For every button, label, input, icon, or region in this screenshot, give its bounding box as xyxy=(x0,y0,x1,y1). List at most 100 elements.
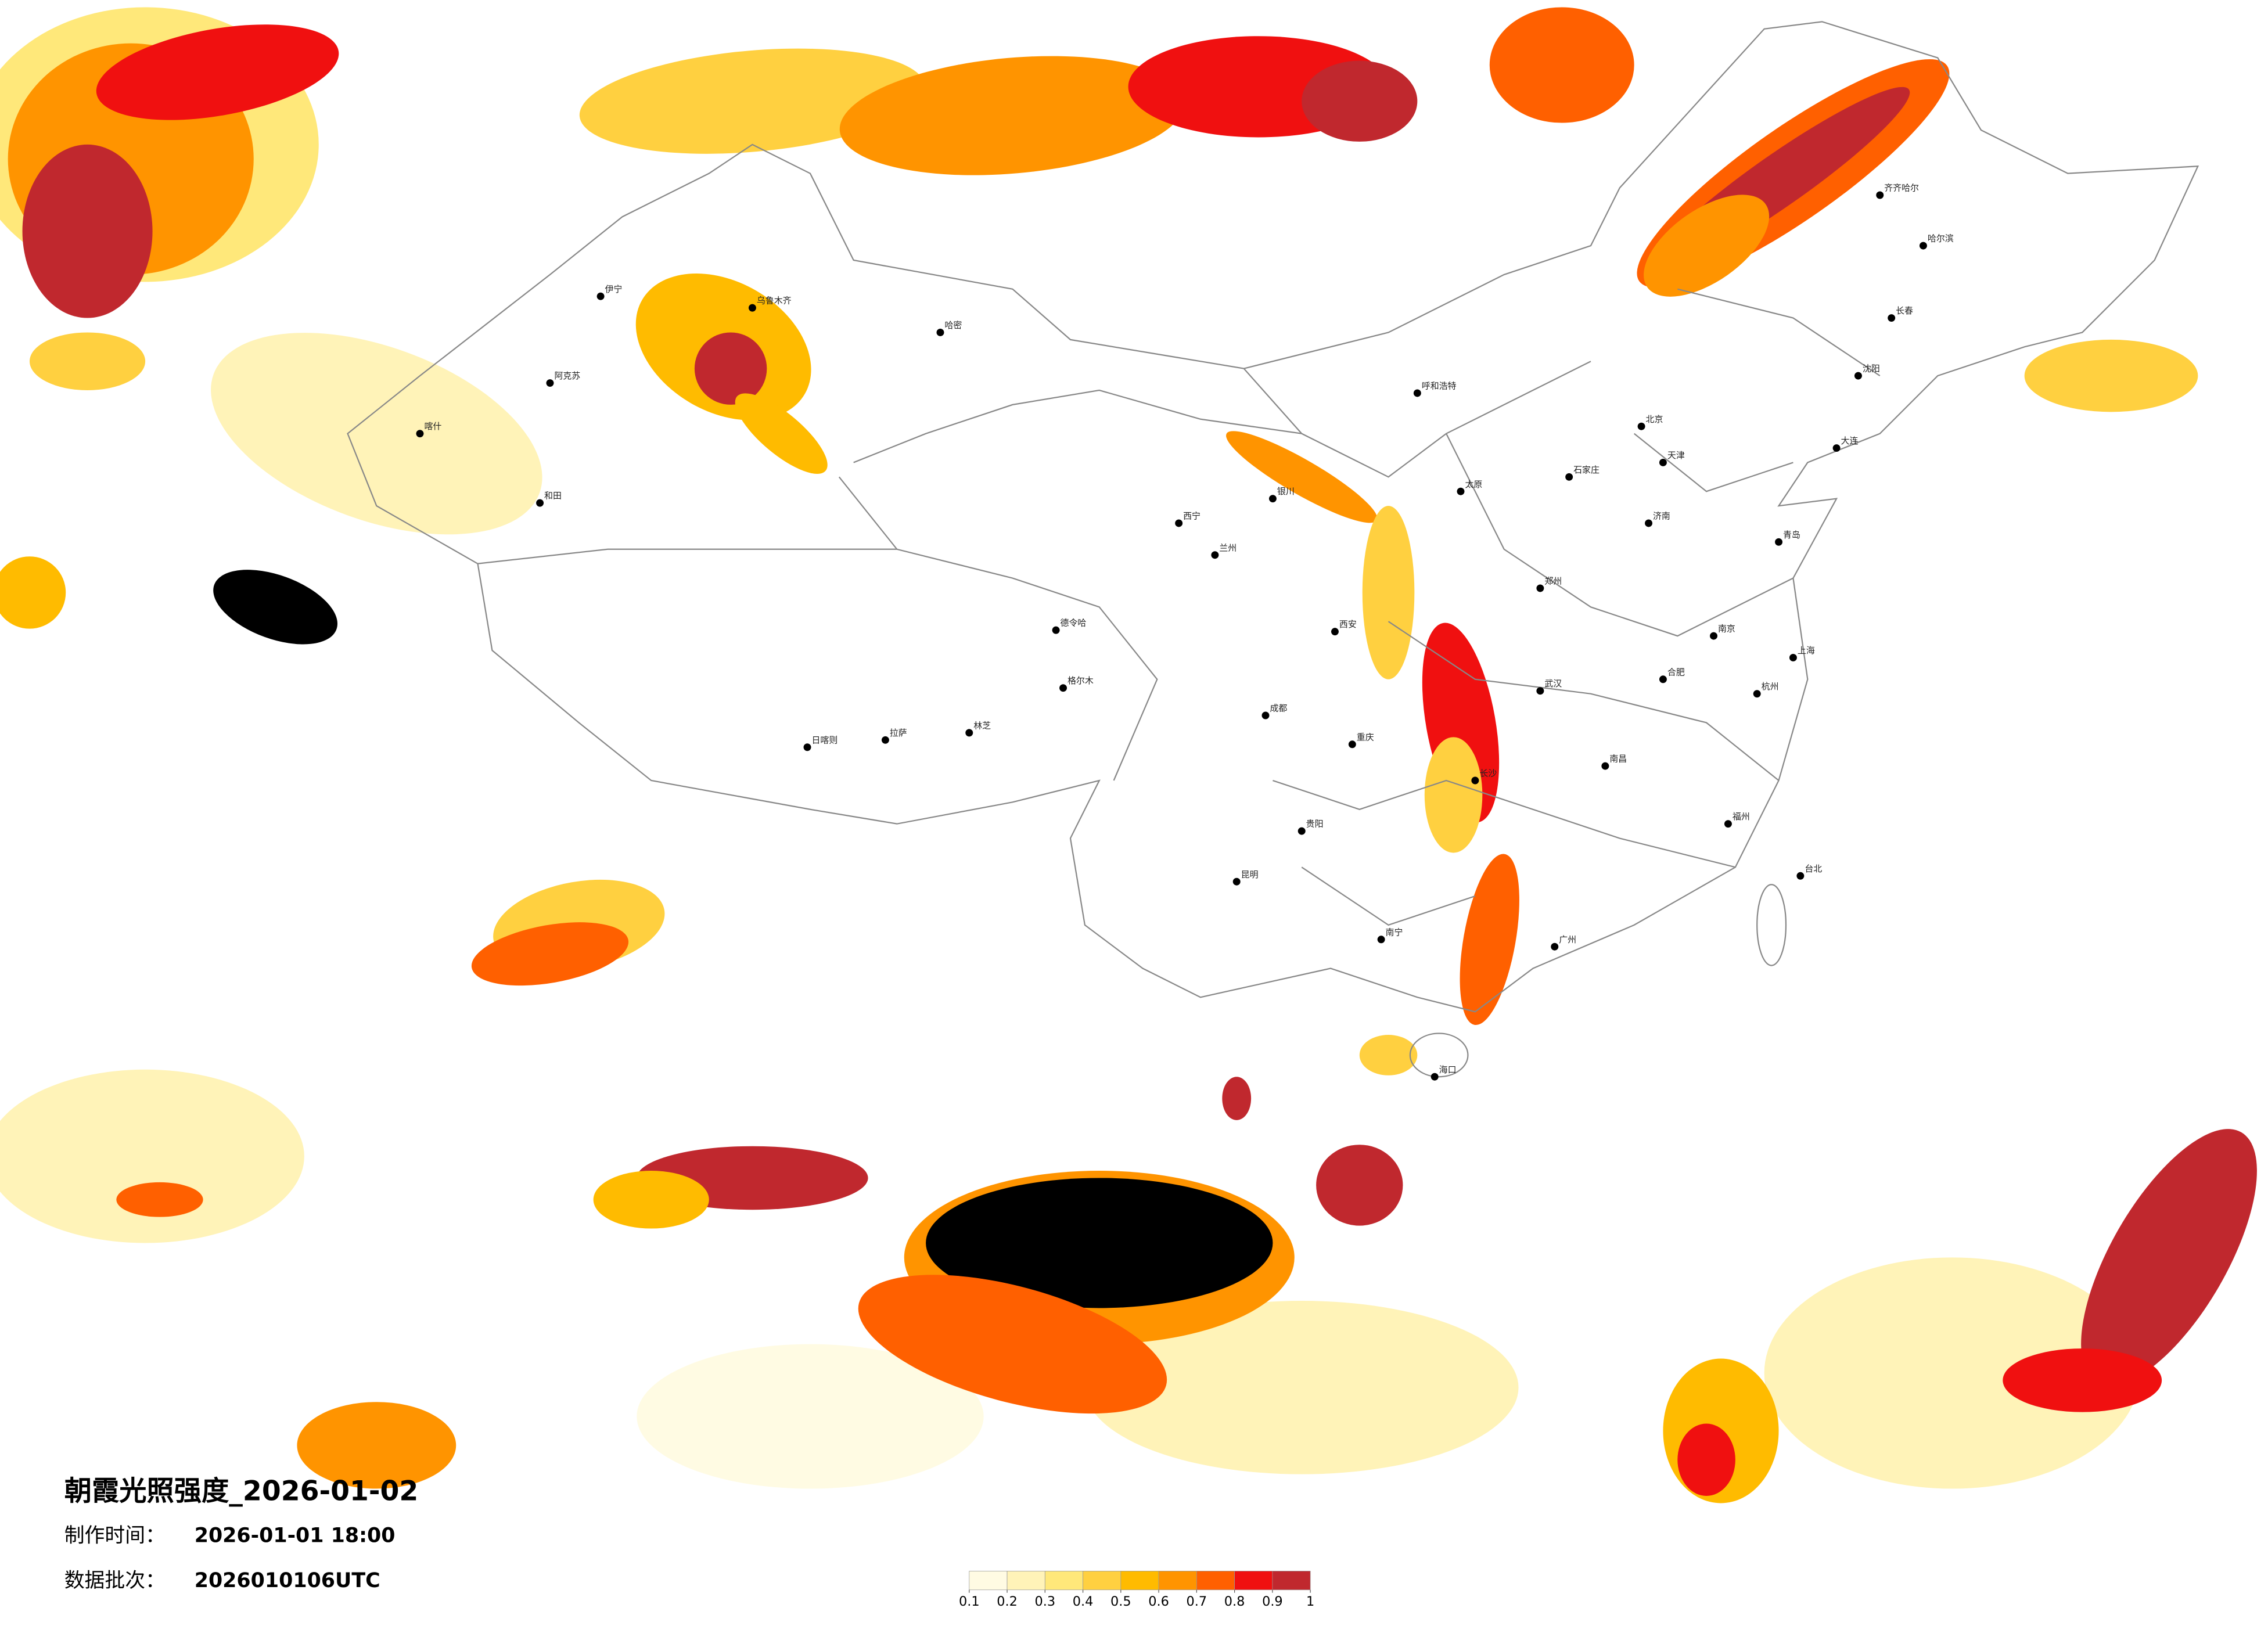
intensity-layer xyxy=(0,7,2257,1503)
intensity-patch xyxy=(735,393,828,474)
intensity-patch xyxy=(593,1171,709,1229)
intensity-patch xyxy=(1362,506,1415,679)
intensity-patch xyxy=(579,48,926,154)
info-label: 数据批次： xyxy=(64,1569,166,1592)
colorbar-swatch xyxy=(1120,1571,1159,1591)
city-dot xyxy=(1536,687,1544,695)
city-dot xyxy=(1659,675,1667,684)
intensity-patch xyxy=(1359,1035,1418,1075)
city-label: 南京 xyxy=(1718,624,1735,634)
city-dot xyxy=(1775,538,1783,546)
city-label: 伊宁 xyxy=(605,284,623,294)
colorbar-tick-label: 0.4 xyxy=(1073,1594,1094,1609)
city-label: 西安 xyxy=(1339,619,1357,629)
city-label: 成都 xyxy=(1270,703,1287,714)
city-label: 哈密 xyxy=(944,320,962,330)
city-label: 台北 xyxy=(1805,864,1822,874)
colorbar-tick-label: 1 xyxy=(1306,1594,1314,1609)
city-label: 德令哈 xyxy=(1061,618,1087,628)
city-label: 沈阳 xyxy=(1863,364,1880,374)
city-dot xyxy=(1471,776,1479,785)
city-label: 乌鲁木齐 xyxy=(757,296,792,306)
city-label: 青岛 xyxy=(1783,530,1800,540)
intensity-patch xyxy=(22,144,153,318)
city-dot xyxy=(1331,628,1339,636)
city-label: 天津 xyxy=(1667,450,1685,461)
colorbar-tick-label: 0.6 xyxy=(1148,1594,1169,1609)
city-dot xyxy=(1413,389,1421,397)
map-title: 朝霞光照强度_2026-01-02 xyxy=(64,1475,419,1507)
city-dot xyxy=(1710,632,1718,640)
city-label: 喀什 xyxy=(424,421,441,431)
colorbar: 0.1 0.2 0.3 0.4 0.5 0.6 0.7 0.8 0.9 1 xyxy=(959,1571,1314,1609)
city-dot xyxy=(1876,191,1884,199)
info-label: 制作时间： xyxy=(64,1524,166,1548)
city-label: 兰州 xyxy=(1219,542,1237,553)
colorbar-swatch xyxy=(1044,1571,1083,1591)
intensity-patch xyxy=(0,556,66,629)
city-dot xyxy=(1637,422,1645,430)
city-label: 呼和浩特 xyxy=(1422,381,1457,391)
intensity-patch xyxy=(116,1182,203,1217)
city-label: 上海 xyxy=(1798,645,1815,656)
intensity-patch xyxy=(1677,1423,1735,1496)
city-label: 银川 xyxy=(1277,486,1295,497)
city-dot xyxy=(596,292,605,300)
country-border xyxy=(347,21,2199,1013)
city-label: 南昌 xyxy=(1609,754,1627,764)
city-dot xyxy=(1175,519,1183,527)
city-dot xyxy=(1059,684,1067,692)
city-dot xyxy=(881,736,889,744)
city-label: 太原 xyxy=(1465,479,1482,490)
city-dot xyxy=(748,304,756,312)
intensity-patch xyxy=(1222,1077,1252,1120)
colorbar-swatch xyxy=(969,1571,1008,1591)
city-label: 济南 xyxy=(1653,511,1670,521)
city-label: 广州 xyxy=(1559,934,1576,945)
colorbar-tick-label: 0.1 xyxy=(959,1594,980,1609)
city-label: 南宁 xyxy=(1386,927,1403,937)
city-dot xyxy=(1796,872,1805,880)
city-label: 海口 xyxy=(1439,1064,1457,1075)
city-label: 哈尔滨 xyxy=(1928,233,1954,244)
province-border xyxy=(477,288,1881,926)
city-label: 福州 xyxy=(1733,811,1750,822)
intensity-patch xyxy=(1424,737,1483,853)
city-dot xyxy=(1377,936,1385,944)
city-dot xyxy=(936,328,944,336)
city-label: 和田 xyxy=(544,491,562,501)
city-label: 石家庄 xyxy=(1573,465,1600,475)
city-label: 杭州 xyxy=(1762,681,1779,692)
city-dot xyxy=(1919,242,1927,250)
city-label: 大连 xyxy=(1841,436,1859,446)
intensity-patch xyxy=(1316,1145,1403,1226)
city-dot xyxy=(1232,877,1241,886)
city-label: 贵阳 xyxy=(1306,819,1324,829)
city-label: 西宁 xyxy=(1183,511,1201,521)
city-dot xyxy=(1551,942,1559,951)
colorbar-tick-label: 0.9 xyxy=(1262,1594,1283,1609)
colorbar-swatch xyxy=(1234,1571,1273,1591)
intensity-patch xyxy=(694,332,767,405)
intensity-patch xyxy=(96,24,339,120)
intensity-patch xyxy=(211,333,542,535)
city-dot xyxy=(1832,444,1841,452)
city-dot xyxy=(1297,827,1306,835)
city-label: 合肥 xyxy=(1667,667,1685,677)
colorbar-swatch xyxy=(1158,1571,1197,1591)
intensity-patch xyxy=(1226,431,1378,523)
city-dot xyxy=(1753,690,1761,698)
hainan-border xyxy=(1409,1033,1469,1078)
city-dot xyxy=(1268,495,1277,503)
taiwan-border xyxy=(1756,884,1787,966)
colorbar-tick-label: 0.5 xyxy=(1110,1594,1131,1609)
info-value: 2026-01-01 18:00 xyxy=(195,1524,396,1548)
city-dot xyxy=(1789,653,1797,661)
intensity-patch xyxy=(1644,195,1770,297)
colorbar-tick-label: 0.7 xyxy=(1187,1594,1207,1609)
intensity-patch xyxy=(637,1344,984,1489)
city-dot xyxy=(1645,519,1653,527)
city-dot xyxy=(1536,584,1544,592)
